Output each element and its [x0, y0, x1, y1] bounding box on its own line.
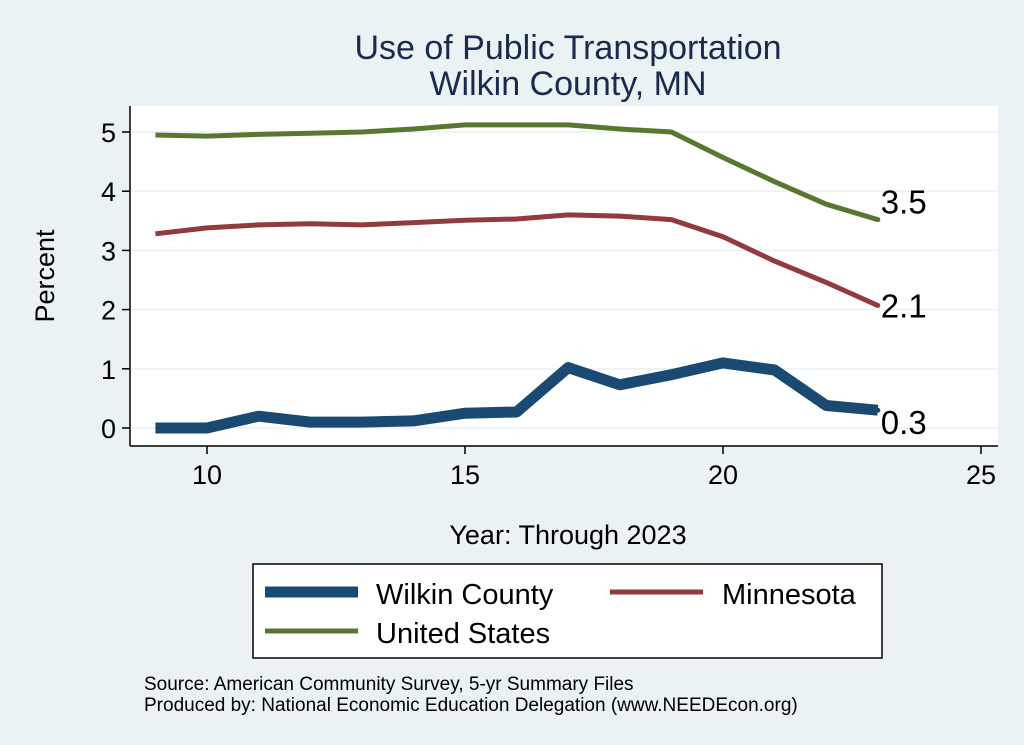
- producer-note: Produced by: National Economic Education…: [144, 695, 798, 716]
- legend-label-wilkin-county: Wilkin County: [376, 579, 554, 611]
- end-label-united-states: 3.5: [881, 184, 927, 221]
- end-label-minnesota: 2.1: [881, 287, 927, 324]
- series-end-marker-wilkin-county: [875, 407, 881, 413]
- y-tick-label: 0: [101, 414, 116, 444]
- series-line-united-states: [155, 122, 879, 222]
- end-labels: 0.3 2.1 3.5: [881, 184, 927, 442]
- series-lines: [155, 122, 881, 434]
- chart-title: Use of Public Transportation: [354, 29, 781, 67]
- source-note: Source: American Community Survey, 5-yr …: [144, 674, 634, 695]
- x-axis-label: Year: Through 2023: [449, 520, 686, 550]
- legend: Wilkin County Minnesota United States: [252, 563, 883, 659]
- legend-label-united-states: United States: [376, 618, 550, 650]
- end-label-wilkin-county: 0.3: [881, 404, 927, 441]
- series-line-minnesota: [155, 212, 879, 308]
- plot-area: [130, 106, 998, 446]
- series-line-wilkin-county: [155, 357, 879, 434]
- y-tick-label: 5: [101, 118, 116, 148]
- y-tick-label: 2: [101, 296, 116, 326]
- y-tick-label: 1: [101, 355, 116, 385]
- x-tick-label: 15: [450, 460, 480, 490]
- legend-box: [252, 563, 883, 659]
- chart-subtitle: Wilkin County, MN: [429, 65, 706, 103]
- x-tick-label: 25: [966, 460, 996, 490]
- axes: 0 1 2 3 4 5 10 15 20 25: [101, 106, 998, 490]
- legend-label-minnesota: Minnesota: [722, 579, 857, 611]
- series-end-marker-minnesota: [875, 302, 881, 308]
- x-tick-label: 20: [708, 460, 738, 490]
- y-tick-label: 4: [101, 177, 116, 207]
- series-end-marker-united-states: [875, 217, 881, 223]
- y-axis-label: Percent: [30, 229, 60, 323]
- x-tick-label: 10: [192, 460, 222, 490]
- y-tick-label: 3: [101, 236, 116, 266]
